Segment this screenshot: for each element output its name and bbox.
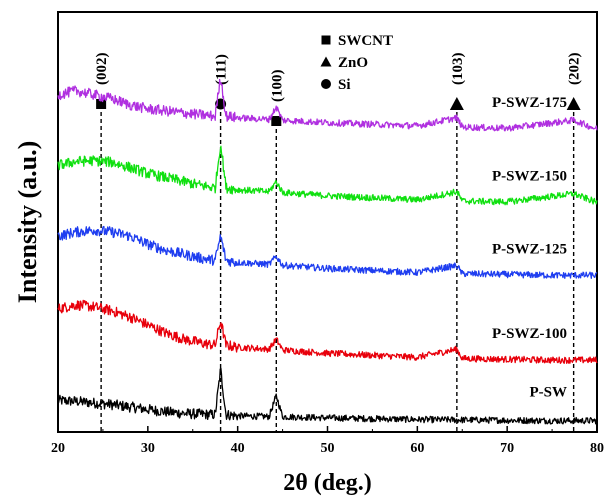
series-label: P-SWZ-100: [492, 326, 567, 342]
x-tick-label: 60: [410, 441, 424, 456]
series-label: P-SWZ-175: [492, 95, 567, 111]
series-line: [57, 367, 598, 425]
x-axis-title: 2θ (deg.): [283, 470, 372, 496]
x-axis-ticks: 20 30 40 50 60 70 80: [51, 426, 604, 456]
legend-label: Si: [338, 77, 351, 93]
x-tick-label: 70: [500, 441, 514, 456]
series-label: P-SWZ-125: [492, 241, 567, 257]
plot-frame: [57, 11, 598, 433]
x-tick-label: 80: [590, 441, 604, 456]
x-tick-label: 20: [51, 441, 65, 456]
series-line: [57, 299, 598, 364]
legend-marker-triangle: [320, 56, 332, 67]
reference-peak-marker-triangle: [449, 97, 464, 110]
y-axis-title: Intensity (a.u.): [13, 141, 42, 304]
series-label: P-SWZ-150: [492, 169, 567, 185]
peak-label: (100): [269, 70, 285, 103]
reference-peak-marker-square: [96, 99, 107, 109]
legend: SWCNT ZnO Si: [320, 33, 393, 93]
peak-label: (002): [94, 53, 110, 85]
series-label: P-SW: [530, 385, 568, 401]
legend-marker-square: [321, 35, 331, 45]
legend-marker-circle: [321, 79, 331, 89]
series-group: P-SW P-SWZ-100 P-SWZ-125 P-SWZ-150 P-SWZ-175: [57, 78, 598, 425]
legend-label: ZnO: [338, 55, 368, 71]
reference-peak-lines: (002) (111) (100) (103) (202): [94, 53, 583, 432]
x-tick-label: 50: [321, 441, 335, 456]
peak-label: (103): [450, 53, 466, 86]
x-tick-label: 40: [231, 441, 245, 456]
reference-peak-marker-square: [271, 116, 282, 126]
x-tick-label: 30: [141, 441, 155, 456]
peak-label: (111): [214, 54, 230, 85]
reference-peak-marker-triangle: [566, 97, 581, 110]
legend-label: SWCNT: [338, 33, 393, 49]
peak-label: (202): [567, 53, 583, 86]
series-line: [57, 225, 598, 279]
series-line: [57, 145, 598, 206]
series-line: [57, 78, 598, 132]
